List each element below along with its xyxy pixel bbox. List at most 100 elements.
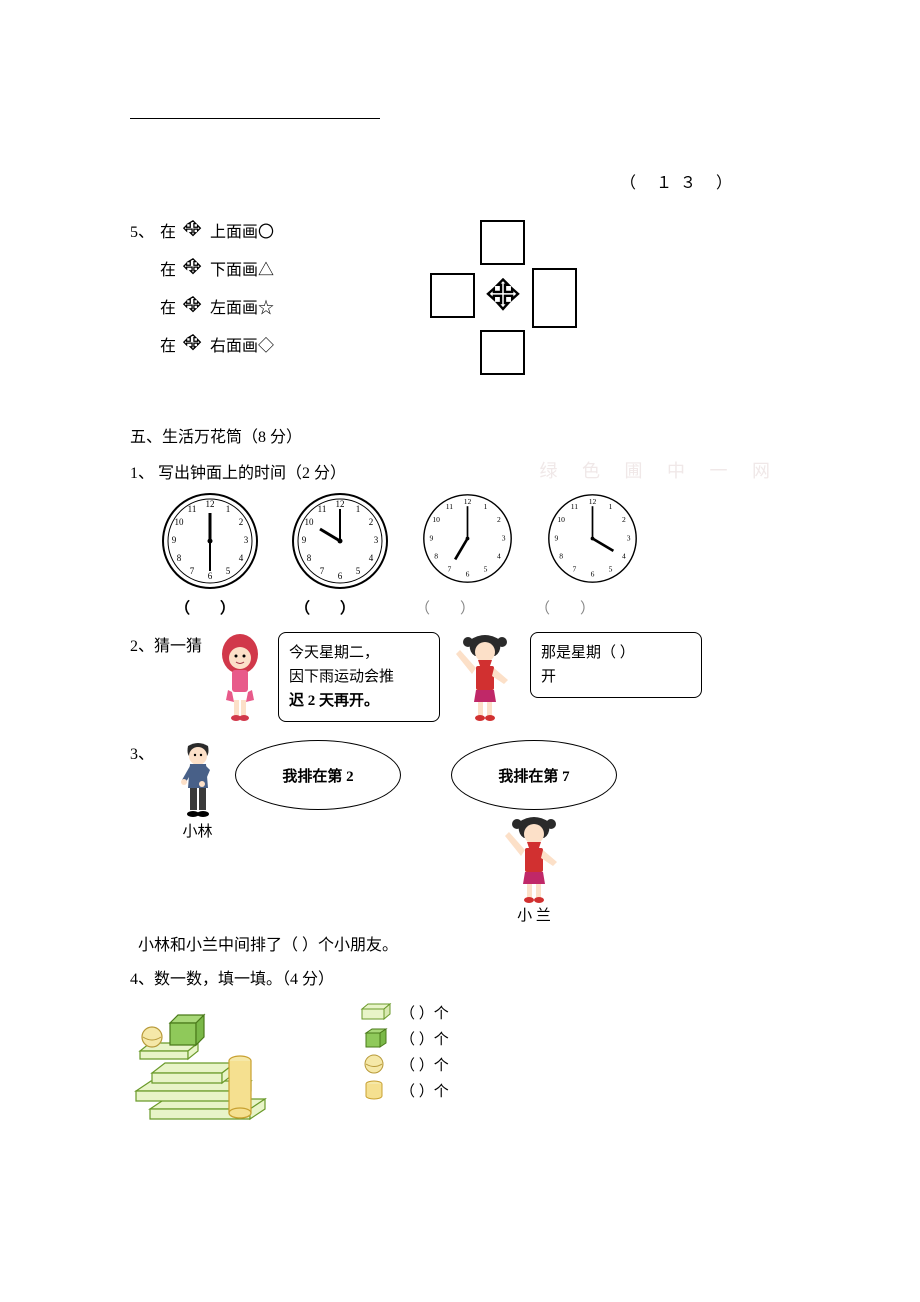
q5-index: 5、 [130,218,154,242]
svg-text:2: 2 [622,515,626,524]
box-left [430,273,475,318]
cube-icon [360,1027,392,1049]
svg-text:4: 4 [622,551,626,560]
oval2-text: 我排在第 7 [498,765,569,786]
bubble1-line1: 今天星期二， [289,641,429,665]
shapes-stack-diagram [130,1001,300,1131]
svg-text:10: 10 [432,515,440,524]
speech-bubble-1: 今天星期二， 因下雨运动会推 迟 2 天再开。 [278,632,440,722]
svg-text:5: 5 [356,566,361,576]
girl-waving-icon [450,632,520,722]
cross-arrow-icon [182,295,204,317]
svg-text:8: 8 [177,553,182,563]
oval1-text: 我排在第 2 [282,765,353,786]
q5-instructions: 5、 在 上面画〇 5、 在 下面画△ 5、 在 左面画☆ 5、 在 右面画◇ [130,218,390,370]
count-cylinder: （ ）个 [360,1079,449,1101]
cross-diagram [390,218,590,398]
svg-text:7: 7 [448,565,452,574]
cylinder-icon [360,1079,392,1101]
svg-text:3: 3 [502,533,506,542]
svg-text:9: 9 [430,533,434,542]
center-cross-arrow-icon [485,278,521,314]
bubble2-line1: 那是星期（ ） [541,641,691,665]
q5-pre-3: 在 [160,294,176,318]
svg-text:10: 10 [305,517,315,527]
cuboid-paren: （ ）个 [400,1002,449,1023]
clock-1: 1212 345 678 91011 [160,491,260,591]
paren-2: （ ） [295,597,355,618]
bubble1-line2: 因下雨运动会推 [289,665,429,689]
svg-text:1: 1 [356,504,361,514]
q3-label: 3、 [130,740,154,764]
svg-text:7: 7 [190,566,195,576]
clock-answer-row: （ ） （ ） （ ） （ ） [175,597,790,618]
svg-text:9: 9 [172,535,177,545]
svg-text:5: 5 [226,566,231,576]
q5-line-4: 5、 在 右面画◇ [130,332,390,356]
svg-text:12: 12 [336,499,345,509]
cuboid-icon [360,1001,392,1023]
count-sphere: （ ）个 [360,1053,449,1075]
svg-text:11: 11 [446,502,454,511]
q4-title: 4、数一数，填一填。（4 分） [130,965,790,989]
q5-pre-4: 在 [160,332,176,356]
paren-4: （ ） [535,597,595,618]
svg-text:7: 7 [573,565,577,574]
name-xiaolan: 小 兰 [517,904,551,925]
q3-sentence: 小林和小兰中间排了（ ）个小朋友。 [138,931,790,955]
question-3: 3、 小林 我排在第 2 我排在第 7 [130,740,790,955]
clocks-row: 1212 345 678 91011 1212 345 678 91011 [160,491,790,591]
box-right [532,268,577,328]
q2-label: 2、猜一猜 [130,632,202,656]
cube-paren: （ ）个 [400,1028,449,1049]
svg-text:2: 2 [239,517,244,527]
svg-text:12: 12 [206,499,215,509]
svg-text:1: 1 [609,502,613,511]
q5-line-1: 5、 在 上面画〇 [130,218,390,242]
clock-2: 1212 345 678 91011 [290,491,390,591]
svg-text:6: 6 [466,569,470,578]
paren-3: （ ） [415,597,475,618]
svg-text:5: 5 [609,565,613,574]
svg-text:11: 11 [571,502,579,511]
svg-text:9: 9 [302,535,307,545]
svg-text:1: 1 [484,502,488,511]
box-bottom [480,330,525,375]
question-5: 5、 在 上面画〇 5、 在 下面画△ 5、 在 左面画☆ 5、 在 右面画◇ [130,218,790,398]
paren-1: （ ） [175,597,235,618]
svg-text:2: 2 [369,517,374,527]
svg-text:7: 7 [320,566,325,576]
svg-text:9: 9 [555,533,559,542]
q5-line-2: 5、 在 下面画△ [130,256,390,280]
q5-post-1: 上面画〇 [210,218,274,242]
question-2-guess: 2、猜一猜 今天星期二， 因下雨运动会推 迟 2 天再开。 [130,632,790,722]
speech-bubble-2: 那是星期（ ） 开 [530,632,702,698]
blank-answer-line [130,100,380,119]
oval-bubble-2: 我排在第 7 [451,740,617,810]
q5-line-3: 5、 在 左面画☆ [130,294,390,318]
q5-pre-1: 在 [160,218,176,242]
svg-text:8: 8 [307,553,312,563]
svg-text:3: 3 [627,533,631,542]
svg-text:12: 12 [464,497,472,506]
girl-waving-icon-2 [499,814,569,904]
svg-text:4: 4 [239,553,244,563]
q5-pre-2: 在 [160,256,176,280]
svg-text:6: 6 [208,571,213,581]
svg-text:4: 4 [369,553,374,563]
svg-text:6: 6 [338,571,343,581]
sphere-paren: （ ）个 [400,1054,449,1075]
count-list: （ ）个 （ ）个 （ ）个 [360,1001,449,1101]
cross-arrow-icon [182,333,204,355]
clock-3: 1212 345 678 91011 [420,491,515,586]
box-top [480,220,525,265]
oval-bubble-1: 我排在第 2 [235,740,401,810]
svg-text:8: 8 [434,551,438,560]
svg-text:6: 6 [591,569,595,578]
q5-post-2: 下面画△ [210,256,274,280]
svg-text:10: 10 [175,517,185,527]
cross-arrow-icon [182,219,204,241]
svg-text:10: 10 [557,515,565,524]
svg-text:12: 12 [589,497,597,506]
question-4: 4、数一数，填一填。（4 分） [130,965,790,1131]
